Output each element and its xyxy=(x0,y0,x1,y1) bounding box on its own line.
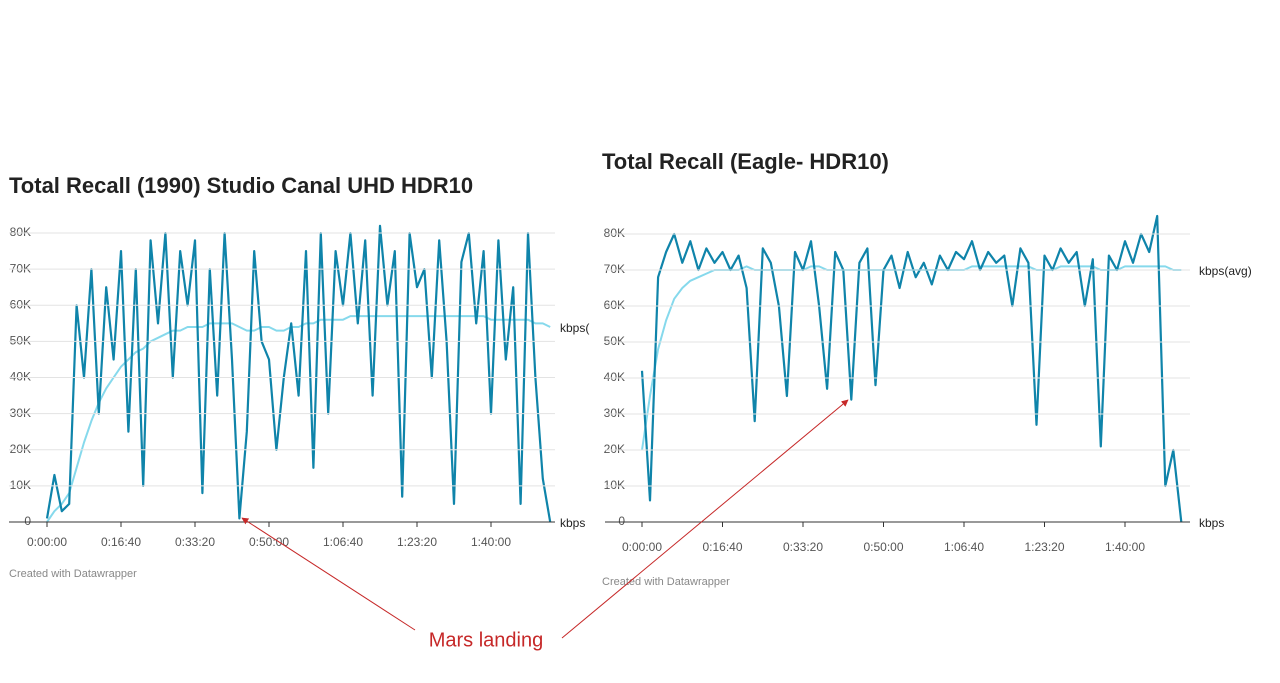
y-tick-label: 40K xyxy=(604,370,625,384)
x-tick-label: 0:50:00 xyxy=(863,540,903,554)
chart-title: Total Recall (1990) Studio Canal UHD HDR… xyxy=(9,173,473,198)
y-tick-label: 70K xyxy=(604,262,625,276)
x-tick-label: 0:33:20 xyxy=(175,535,215,549)
series-line xyxy=(640,214,1183,523)
series-label: kbps xyxy=(1199,516,1224,530)
series-label: kbps(avg) xyxy=(1199,264,1252,278)
annotation-arrow xyxy=(561,399,849,639)
x-tick-label: 1:23:20 xyxy=(1024,540,1064,554)
x-tick-label: 0:33:20 xyxy=(783,540,823,554)
y-tick-label: 80K xyxy=(10,225,31,239)
x-tick-label: 0:16:40 xyxy=(702,540,742,554)
x-tick-label: 0:50:00 xyxy=(249,535,289,549)
y-tick-label: 60K xyxy=(10,297,31,311)
series-label: kbps xyxy=(560,516,585,530)
x-tick-label: 1:40:00 xyxy=(1105,540,1145,554)
x-tick-label: 1:23:20 xyxy=(397,535,437,549)
x-tick-label: 1:06:40 xyxy=(944,540,984,554)
series-line xyxy=(45,224,552,523)
y-tick-label: 50K xyxy=(10,334,31,348)
x-tick-label: 1:06:40 xyxy=(323,535,363,549)
y-tick-label: 30K xyxy=(604,406,625,420)
y-tick-label: 20K xyxy=(10,442,31,456)
y-tick-label: 30K xyxy=(10,406,31,420)
y-tick-label: 60K xyxy=(604,298,625,312)
y-tick-label: 80K xyxy=(604,226,625,240)
chart-title: Total Recall (Eagle- HDR10) xyxy=(602,149,889,174)
x-tick-label: 1:40:00 xyxy=(471,535,511,549)
x-tick-label: 0:16:40 xyxy=(101,535,141,549)
credit: Created with Datawrapper xyxy=(602,576,730,588)
x-tick-label: 0:00:00 xyxy=(622,540,662,554)
annotation-arrow xyxy=(241,517,416,631)
y-tick-label: 10K xyxy=(10,478,31,492)
series-line xyxy=(46,315,551,523)
y-tick-label: 70K xyxy=(10,261,31,275)
y-tick-label: 40K xyxy=(10,370,31,384)
y-tick-label: 0 xyxy=(618,514,625,528)
y-tick-label: 10K xyxy=(604,478,625,492)
x-tick-label: 0:00:00 xyxy=(27,535,67,549)
annotation: Mars landing xyxy=(429,629,544,651)
credit: Created with Datawrapper xyxy=(9,568,137,580)
y-tick-label: 0 xyxy=(24,514,31,528)
y-tick-label: 20K xyxy=(604,442,625,456)
series-label: kbps( xyxy=(560,321,589,335)
y-tick-label: 50K xyxy=(604,334,625,348)
